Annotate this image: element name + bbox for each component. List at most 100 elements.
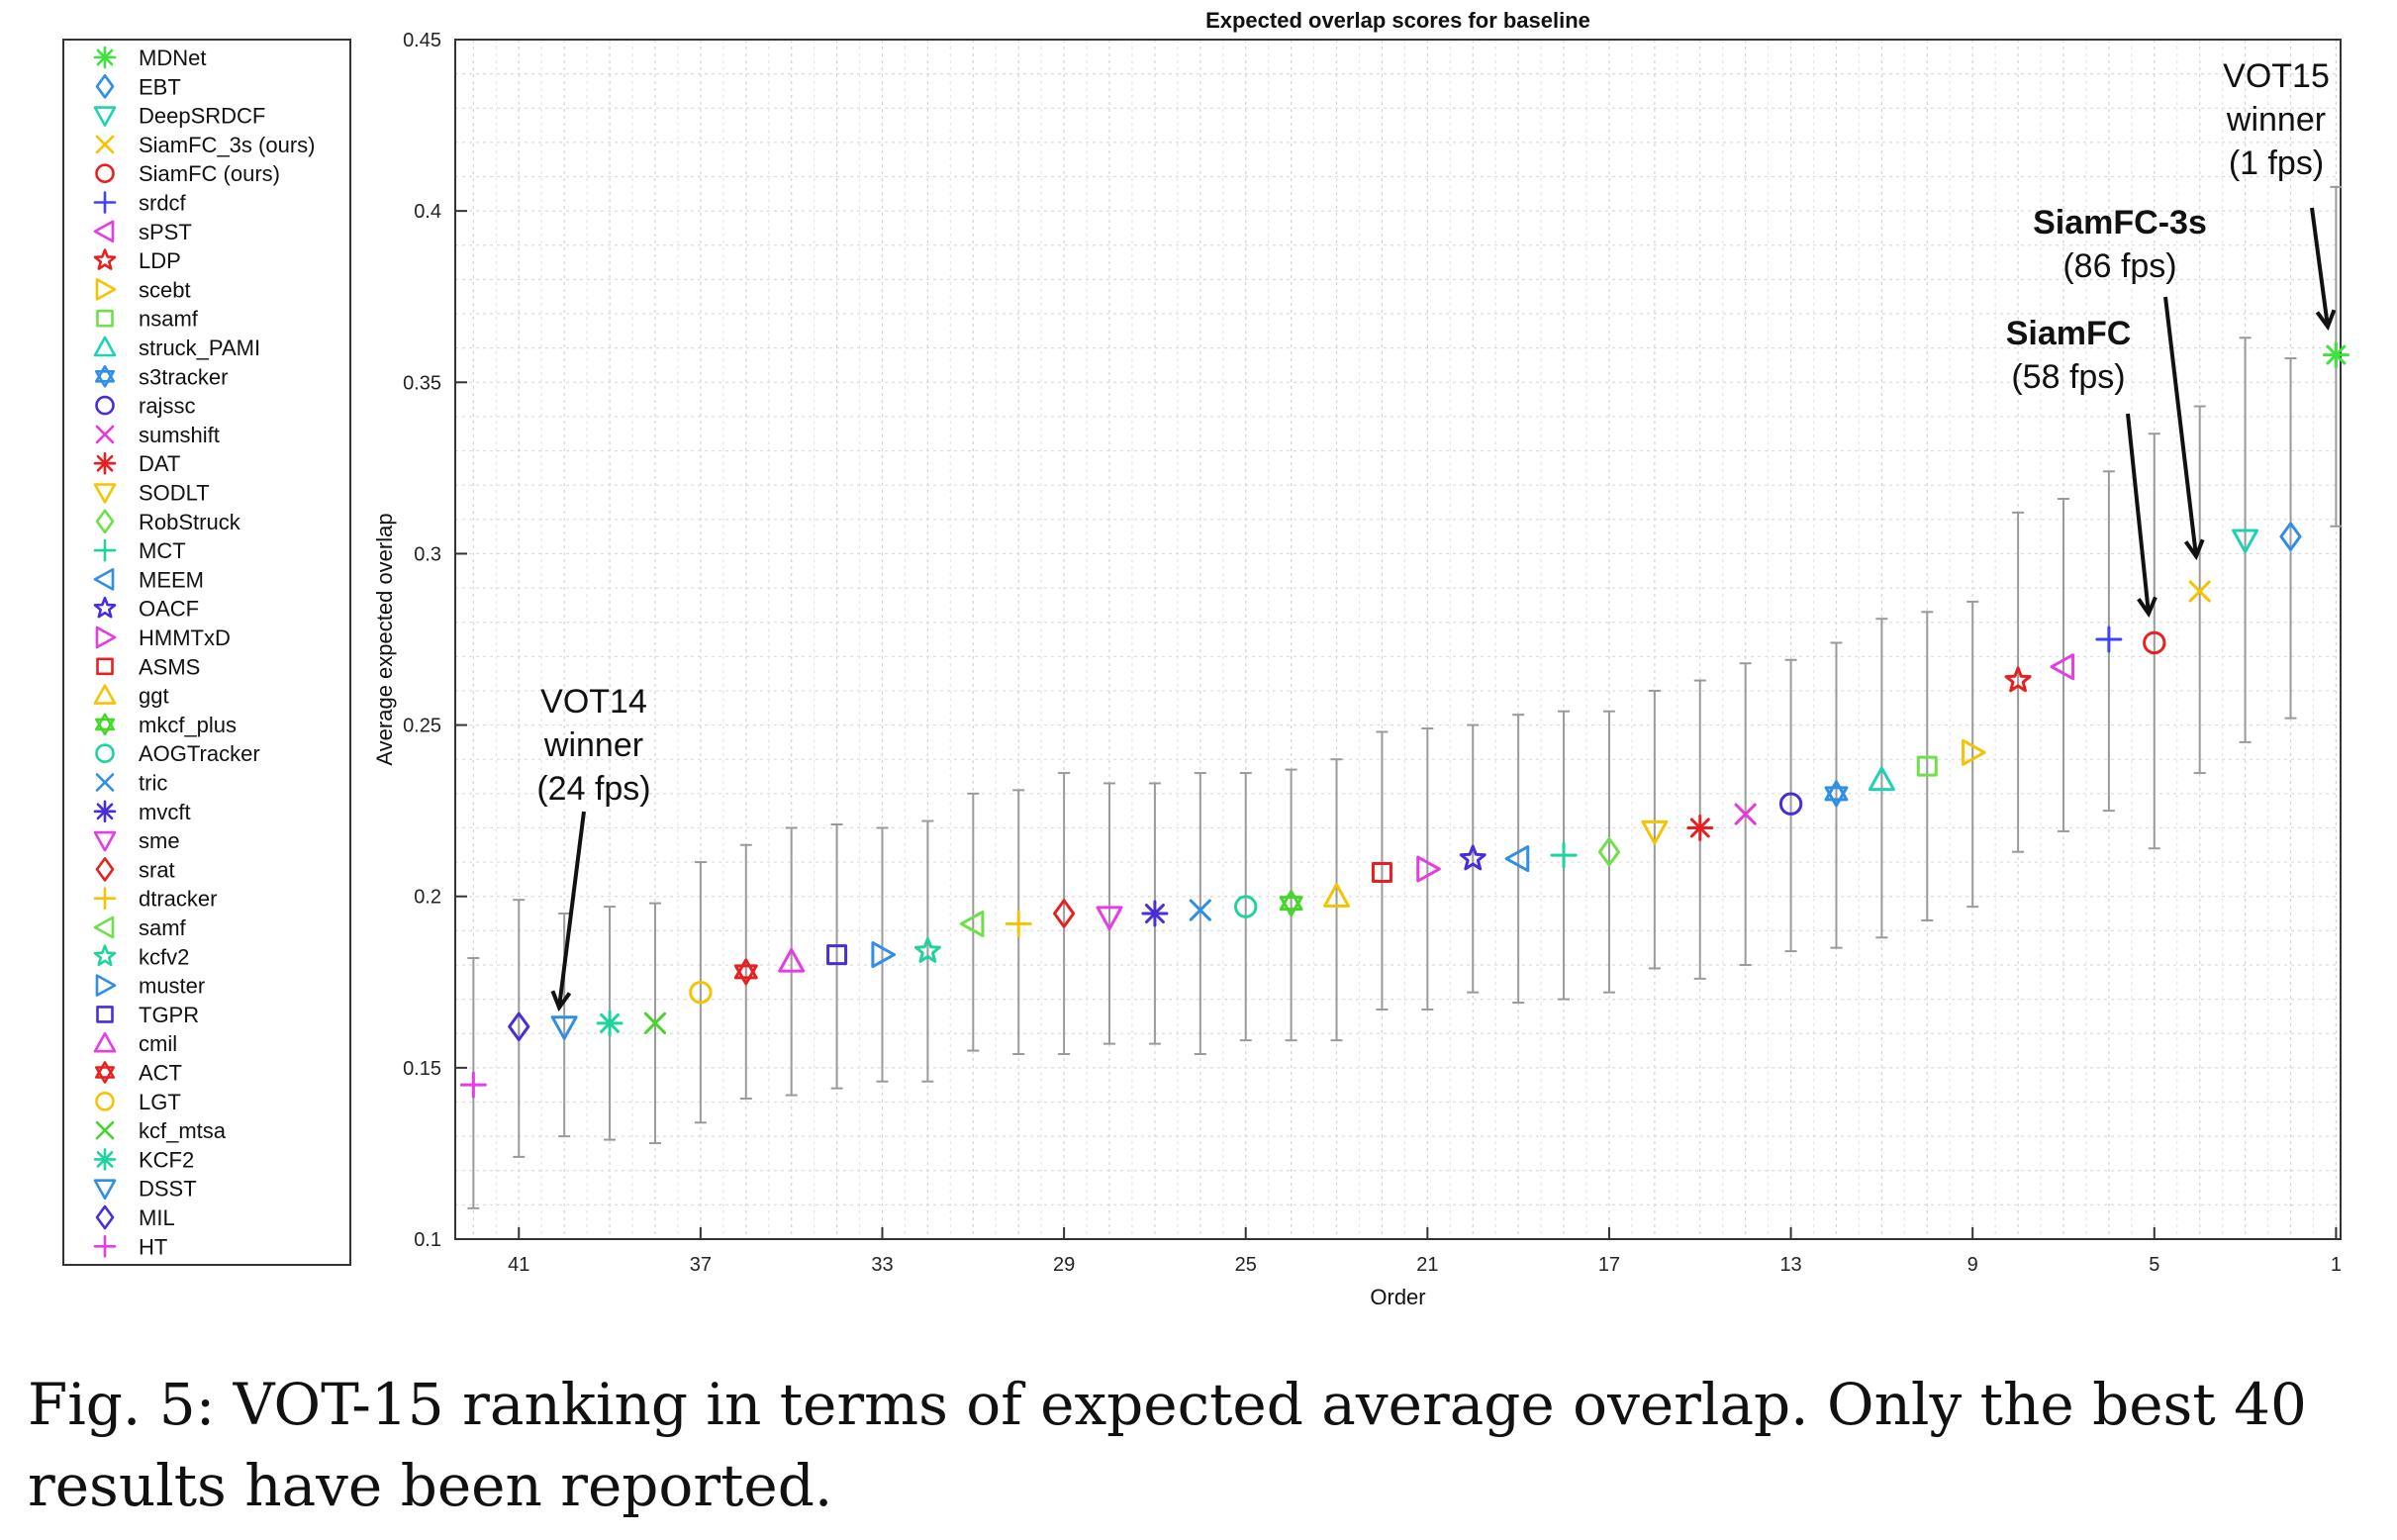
figure-caption: Fig. 5: VOT-15 ranking in terms of expec… — [28, 1371, 2307, 1519]
data-point-kcfv2 — [913, 937, 941, 963]
legend-label: SiamFC_3s (ours) — [139, 133, 315, 157]
error-bar — [2012, 511, 2025, 853]
annotation-text: VOT14 — [540, 683, 647, 721]
legend-item: DSST — [93, 1177, 197, 1202]
legend-label: struck_PAMI — [139, 336, 260, 360]
legend-label: HT — [139, 1234, 167, 1259]
legend-label: ASMS — [139, 654, 200, 679]
annotation-arrowhead — [2183, 538, 2205, 561]
legend-label: TGPR — [139, 1003, 199, 1027]
x-tick-label: 5 — [2149, 1254, 2159, 1276]
legend-item: RobStruck — [95, 509, 241, 534]
data-point-samf — [959, 910, 985, 937]
data-point-dsst — [550, 1015, 578, 1040]
data-point-deepsrdcf — [2232, 529, 2259, 554]
legend-item: LDP — [93, 248, 181, 273]
legend-label: nsamf — [139, 307, 199, 332]
legend-label: ggt — [139, 684, 169, 709]
legend-label: SODLT — [139, 481, 210, 506]
legend-item: ASMS — [96, 654, 200, 679]
legend-label: EBT — [139, 74, 181, 99]
legend-item: srat — [95, 857, 175, 882]
data-point-sme — [1096, 906, 1123, 930]
error-bar — [694, 861, 707, 1124]
legend-label: srat — [139, 857, 175, 882]
data-point-tric — [1189, 899, 1211, 921]
legend-item: MIL — [95, 1204, 175, 1230]
x-tick-label: 9 — [1967, 1254, 1978, 1276]
legend-item: ggt — [93, 684, 169, 709]
legend-item: HT — [93, 1234, 167, 1259]
annotation-arrow — [2163, 296, 2198, 557]
y-tick-label: 0.25 — [403, 716, 441, 737]
legend-label: sumshift — [139, 423, 220, 447]
error-bar — [2148, 433, 2160, 850]
legend-label: mkcf_plus — [139, 713, 237, 737]
y-tick-label: 0.1 — [414, 1229, 441, 1251]
legend-label: dtracker — [139, 887, 217, 912]
legend-item: nsamf — [96, 307, 199, 332]
y-tick-label: 0.45 — [403, 30, 441, 51]
legend-item: mvcft — [93, 800, 191, 824]
plot-area: 0.1 0.15 0.2 0.25 0.3 0.35 0.4 0.45 41 37 33 29 25 21… — [372, 8, 2349, 1309]
data-point-mkcf-plus — [1279, 890, 1303, 917]
legend-item: sPST — [93, 220, 192, 244]
legend-label: HMMTxD — [139, 626, 231, 650]
annotation-text: (24 fps) — [536, 770, 650, 808]
annotation-40: VOT14 winner (24 fps) — [536, 683, 651, 1012]
data-point-kcf2 — [596, 1010, 623, 1037]
error-bar — [830, 822, 843, 1090]
legend-label: sme — [139, 828, 180, 853]
legend-item: DAT — [93, 451, 180, 476]
error-bar — [876, 826, 889, 1083]
error-bar — [1467, 723, 1480, 994]
x-tick-label: 29 — [1053, 1254, 1075, 1276]
annotation-arrowhead — [550, 990, 572, 1012]
data-point-ebt — [2279, 522, 2302, 551]
data-point-siamfc-ours — [2143, 630, 2166, 655]
legend-item: TGPR — [96, 1003, 199, 1027]
data-point-rajssc — [1778, 792, 1803, 816]
data-point-srdcf — [2095, 626, 2123, 653]
error-bar — [1830, 641, 1843, 949]
legend-label: cmil — [139, 1031, 177, 1056]
y-tick-label: 0.15 — [403, 1058, 441, 1080]
data-point-oacf — [1459, 844, 1486, 871]
data-point-kcf-mtsa — [643, 1011, 667, 1034]
error-bar — [1784, 658, 1797, 953]
legend-item: MCT — [93, 538, 186, 563]
data-point-mvcft — [1141, 900, 1169, 927]
data-point-meem — [1504, 845, 1530, 873]
legend-label: tric — [139, 771, 167, 796]
data-point-mil — [508, 1011, 530, 1042]
data-points — [459, 185, 2349, 1209]
annotation-text: SiamFC — [2006, 315, 2132, 352]
data-point-struck-pami — [1868, 766, 1895, 792]
x-tick-label: 37 — [690, 1254, 712, 1276]
annotation-4: SiamFC-3s (86 fps) — [2033, 204, 2207, 561]
annotation-text: VOT15 — [2223, 57, 2330, 95]
data-point-tgpr — [826, 944, 848, 966]
error-bar — [739, 843, 752, 1101]
legend-item: tric — [95, 771, 167, 796]
legend-item: AOGTracker — [95, 741, 260, 766]
data-point-muster — [871, 941, 896, 969]
legend-label: kcf_mtsa — [139, 1118, 227, 1143]
legend-label: samf — [139, 915, 187, 940]
legend-item: s3tracker — [95, 364, 228, 389]
legend-label: kcfv2 — [139, 944, 189, 969]
legend-item: mkcf_plus — [95, 713, 237, 737]
legend-item: srdcf — [93, 191, 187, 216]
legend-label: MEEM — [139, 567, 204, 592]
error-bar — [2057, 498, 2069, 832]
legend: MDNet EBT DeepSRDCF SiamFC_3s (ours) SiamFC … — [62, 39, 351, 1266]
data-point-mdnet — [2322, 341, 2349, 369]
x-tick-label: 13 — [1779, 1254, 1801, 1276]
annotation-text: winner — [543, 726, 643, 764]
x-tick-label: 25 — [1235, 1254, 1257, 1276]
legend-label: AOGTracker — [139, 741, 260, 766]
error-bar — [1376, 730, 1389, 1011]
legend-label: MCT — [139, 538, 186, 563]
legend-label: DSST — [139, 1177, 197, 1202]
error-bar — [2239, 337, 2252, 743]
